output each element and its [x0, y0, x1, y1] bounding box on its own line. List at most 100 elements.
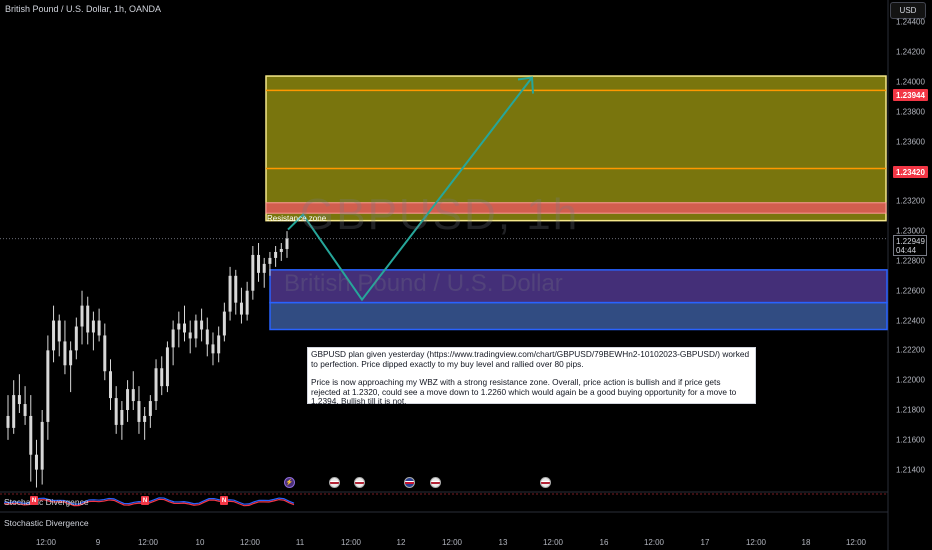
candle-body [131, 389, 135, 402]
projection-arrowhead [517, 76, 534, 94]
indicator-pane-2-label[interactable]: Stochastic Divergence [4, 518, 89, 528]
candle-body [120, 410, 124, 425]
description-watermark: British Pound / U.S. Dollar [284, 270, 563, 297]
candle-body [217, 335, 221, 354]
candle-body [171, 329, 175, 348]
candle-body [6, 415, 10, 428]
time-tick: 12:00 [35, 538, 57, 547]
stoch-d-line [3, 498, 295, 507]
candle-body [268, 257, 272, 264]
price-tick: 1.23000 [896, 226, 925, 236]
candle-body [52, 320, 56, 351]
candle-body [103, 335, 107, 372]
divergence-marker: N [220, 496, 228, 505]
candle-body [154, 368, 158, 402]
candle-body [86, 305, 90, 333]
indicator-pane-1-label[interactable]: Stochastic Divergence [4, 497, 89, 507]
price-badge-lower: 1.23420 [893, 166, 928, 178]
uk-flag-icon[interactable] [404, 477, 415, 488]
candle-body [228, 275, 232, 312]
price-tick: 1.21800 [896, 405, 925, 415]
price-tick: 1.22200 [896, 345, 925, 355]
candle-body [74, 326, 78, 351]
bolt-icon[interactable]: ⚡ [284, 477, 295, 488]
candle-body [222, 311, 226, 336]
last-price-value: 1.22949 [896, 237, 925, 246]
candle-body [257, 254, 261, 273]
divergence-marker: N [141, 496, 149, 505]
time-tick: 12 [396, 538, 406, 547]
time-tick: 11 [295, 538, 305, 547]
note-paragraph-2: Price is now approaching my WBZ with a s… [311, 377, 737, 406]
time-tick: 12:00 [643, 538, 665, 547]
resistance-zone [265, 75, 887, 222]
resistance-zone-label: Resistance zone [267, 214, 327, 223]
bar-countdown: 04:44 [896, 246, 917, 255]
candle-body [114, 398, 118, 425]
candle-body [211, 344, 215, 354]
price-tick: 1.23600 [896, 137, 925, 147]
candle-body [183, 323, 187, 333]
candle-body [200, 320, 204, 330]
price-tick: 1.22000 [896, 375, 925, 385]
candle-body [279, 248, 283, 252]
price-badge-upper: 1.23944 [893, 89, 928, 101]
candle-body [17, 395, 21, 405]
symbol-watermark: GBPUSD, 1h [300, 190, 580, 239]
candle-body [251, 254, 255, 291]
time-tick: 10 [195, 538, 205, 547]
candle-body [165, 347, 169, 387]
price-tick: 1.23800 [896, 107, 925, 117]
candle-body [63, 341, 67, 366]
candle-body [285, 238, 289, 249]
us-flag-icon[interactable] [430, 477, 441, 488]
price-tick: 1.23200 [896, 196, 925, 206]
candle-body [194, 320, 198, 339]
us-flag-icon[interactable] [329, 477, 340, 488]
currency-button[interactable]: USD [890, 2, 926, 19]
analysis-note[interactable]: GBPUSD plan given yesterday (https://www… [307, 347, 756, 406]
price-tick: 1.24000 [896, 77, 925, 87]
price-tick: 1.21600 [896, 435, 925, 445]
price-tick: 1.21400 [896, 465, 925, 475]
candle-body [205, 329, 209, 345]
candle-body [23, 404, 27, 416]
time-tick: 13 [498, 538, 508, 547]
candle-body [126, 389, 130, 410]
candle-body [97, 320, 101, 336]
us-flag-icon[interactable] [540, 477, 551, 488]
candle-body [12, 395, 16, 428]
time-tick: 12:00 [845, 538, 867, 547]
candle-body [40, 421, 44, 470]
time-tick: 16 [599, 538, 609, 547]
candle-body [69, 350, 73, 366]
time-tick: 12:00 [542, 538, 564, 547]
candle-body [143, 415, 147, 422]
candle-body [80, 305, 84, 327]
candle-body [239, 302, 243, 315]
candle-body [234, 275, 238, 303]
last-price-label: 1.22949 04:44 [893, 235, 927, 256]
candle-body [137, 401, 141, 422]
candle-body [245, 290, 249, 315]
divergence-marker: N [30, 496, 38, 505]
candle-body [29, 415, 33, 455]
support-zone-lower [269, 301, 888, 331]
candle-body [160, 368, 164, 387]
time-tick: 12:00 [745, 538, 767, 547]
time-tick: 12:00 [239, 538, 261, 547]
us-flag-icon[interactable] [354, 477, 365, 488]
time-tick: 9 [95, 538, 101, 547]
price-tick: 1.24400 [896, 17, 925, 27]
time-tick: 12:00 [441, 538, 463, 547]
candle-body [34, 454, 38, 470]
time-tick: 12:00 [137, 538, 159, 547]
price-tick: 1.22400 [896, 316, 925, 326]
candle-body [57, 320, 61, 342]
chart-title: British Pound / U.S. Dollar, 1h, OANDA [5, 4, 162, 14]
price-tick: 1.22600 [896, 286, 925, 296]
stoch-k-line [3, 497, 295, 505]
projection-path [287, 76, 533, 302]
